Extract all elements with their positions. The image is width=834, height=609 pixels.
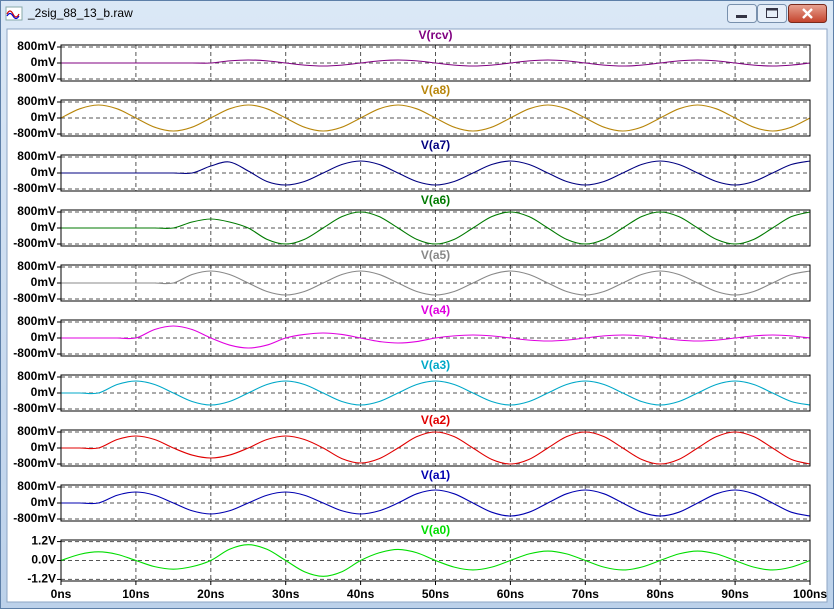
panel-title: V(a4) xyxy=(421,303,450,317)
plot-frame xyxy=(60,154,811,192)
waveform xyxy=(60,104,811,132)
y-tick-label: 800mV xyxy=(17,314,56,328)
app-icon xyxy=(5,6,23,21)
panel-title: V(a5) xyxy=(421,248,450,262)
x-tick-label: 80ns xyxy=(647,587,675,601)
panel-title: V(a0) xyxy=(421,523,450,537)
y-tick-label: -800mV xyxy=(13,346,56,360)
y-tick-label: 0mV xyxy=(31,330,56,344)
x-tick-label: 100ns xyxy=(793,587,827,601)
y-tick-label: 0mV xyxy=(31,55,56,69)
waveform xyxy=(61,431,811,465)
waveform xyxy=(60,270,811,296)
plot-frame xyxy=(60,319,811,357)
y-tick-label: 0mV xyxy=(31,110,56,124)
plot-frame xyxy=(60,44,811,82)
panel-title: V(a3) xyxy=(421,358,450,372)
y-tick-label: -800mV xyxy=(13,181,56,195)
x-tick-label: 30ns xyxy=(272,587,300,601)
y-tick-label: 0.0V xyxy=(31,553,56,567)
x-tick-label: 60ns xyxy=(497,587,525,601)
y-tick-label: 800mV xyxy=(17,369,56,383)
y-tick-label: -800mV xyxy=(13,401,56,415)
plot-frame xyxy=(60,264,811,302)
plot-frame xyxy=(60,99,811,137)
plot-frame xyxy=(60,209,811,247)
y-tick-label: -800mV xyxy=(13,126,56,140)
panel-title: V(a1) xyxy=(421,468,450,482)
x-tick-label: 50ns xyxy=(422,587,450,601)
y-tick-label: 800mV xyxy=(17,479,56,493)
y-tick-label: -800mV xyxy=(13,291,56,305)
y-tick-label: 0mV xyxy=(31,495,56,509)
maximize-button[interactable] xyxy=(757,4,787,23)
x-tick-label: 10ns xyxy=(122,587,150,601)
panel-title: V(a7) xyxy=(421,138,450,152)
plot-frame xyxy=(60,429,811,467)
y-tick-label: -800mV xyxy=(13,511,56,525)
x-tick-label: 20ns xyxy=(197,587,225,601)
close-button[interactable] xyxy=(788,4,827,23)
y-tick-label: 0mV xyxy=(31,385,56,399)
waveform xyxy=(61,380,811,406)
panel-title: V(a8) xyxy=(421,83,450,97)
waveform xyxy=(61,160,811,186)
y-tick-label: 800mV xyxy=(17,204,56,218)
y-tick-label: 800mV xyxy=(17,39,56,53)
y-tick-label: 0mV xyxy=(31,440,56,454)
window-title: _2sig_88_13_b.raw xyxy=(27,6,133,20)
x-tick-label: 40ns xyxy=(347,587,375,601)
y-tick-label: 800mV xyxy=(17,94,56,108)
waveform xyxy=(60,325,811,349)
panel-title: V(a2) xyxy=(421,413,450,427)
y-tick-label: 800mV xyxy=(17,424,56,438)
x-tick-label: 70ns xyxy=(572,587,600,601)
panel-title: V(a6) xyxy=(421,193,450,207)
waveform xyxy=(60,544,811,577)
waveform xyxy=(61,59,811,67)
x-tick-label: 90ns xyxy=(721,587,749,601)
y-tick-label: -1.2V xyxy=(27,572,56,586)
x-tick-label: 0ns xyxy=(51,587,72,601)
y-tick-label: 0mV xyxy=(31,220,56,234)
y-tick-label: 800mV xyxy=(17,149,56,163)
y-tick-label: 0mV xyxy=(31,275,56,289)
waveform xyxy=(61,489,811,517)
y-tick-label: 800mV xyxy=(17,259,56,273)
plot-frame xyxy=(60,484,811,522)
plot-frame xyxy=(60,374,811,412)
panel-title: V(rcv) xyxy=(418,28,452,42)
y-tick-label: -800mV xyxy=(13,71,56,85)
waveform xyxy=(61,211,811,245)
y-tick-label: 0mV xyxy=(31,165,56,179)
y-tick-label: 1.2V xyxy=(31,534,56,548)
y-tick-label: -800mV xyxy=(13,456,56,470)
minimize-button[interactable] xyxy=(727,4,757,23)
y-tick-label: -800mV xyxy=(13,236,56,250)
